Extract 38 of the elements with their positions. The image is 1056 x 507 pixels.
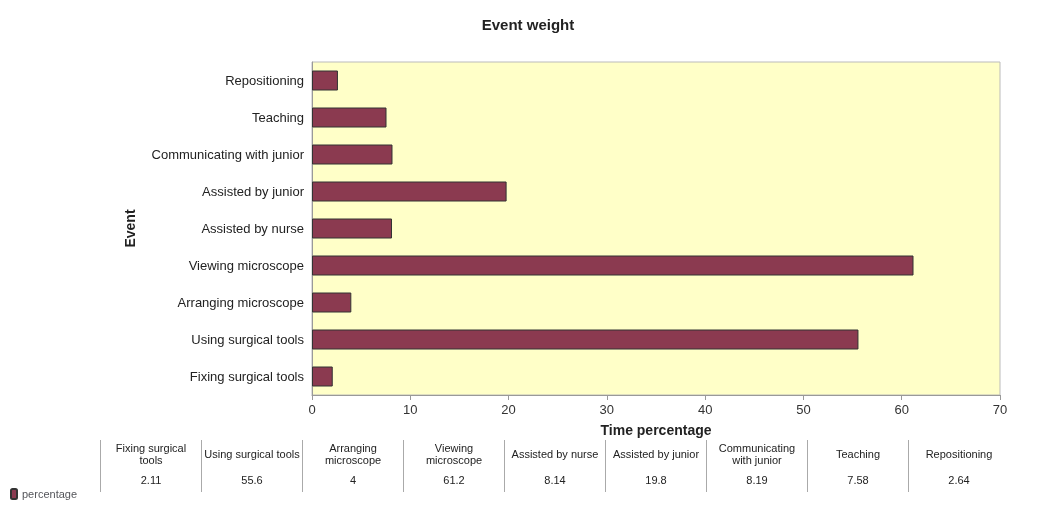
y-tick-label: Using surgical tools	[191, 332, 305, 347]
y-tick-label: Repositioning	[225, 73, 304, 88]
x-tick-label: 20	[501, 402, 516, 417]
text: 7.58	[807, 468, 909, 492]
legend-label: percentage	[22, 488, 78, 500]
category-label: Communicating with junior	[718, 442, 796, 466]
text: 8.19	[706, 468, 808, 492]
x-tick-label: 60	[894, 402, 909, 417]
x-axis-title: Time percentage	[600, 422, 712, 438]
text: 2.64	[908, 468, 1009, 492]
category-label: Assisted by junior	[612, 448, 700, 460]
text: 4	[302, 468, 404, 492]
category-label: Viewing microscope	[425, 442, 483, 466]
x-tick-label: 40	[697, 402, 713, 417]
category-label: Fixing surgical tools	[115, 442, 187, 466]
text: 19.8	[605, 468, 707, 492]
y-tick-label: Assisted by nurse	[201, 221, 304, 236]
y-tick-label: Viewing microscope	[188, 258, 304, 273]
y-tick-label: Fixing surgical tools	[189, 369, 305, 384]
text: 55.6	[201, 468, 303, 492]
text: 61.2	[403, 468, 505, 492]
category-label: Arranging microscope	[324, 442, 382, 466]
y-tick-label: Teaching	[251, 110, 304, 125]
category-label: Teaching	[835, 448, 881, 460]
category-label: Assisted by nurse	[511, 448, 599, 460]
x-tick-label: 0	[308, 402, 316, 417]
x-tick-label: 50	[796, 402, 811, 417]
x-tick-label: 70	[992, 402, 1008, 417]
text: 2.11	[100, 468, 202, 492]
y-axis-title: Event	[122, 209, 138, 248]
x-tick-label: 10	[403, 402, 418, 417]
category-label: Repositioning	[925, 448, 993, 460]
y-tick-label: Communicating with junior	[151, 147, 305, 162]
y-tick-label: Assisted by junior	[202, 184, 305, 199]
text: 8.14	[504, 468, 606, 492]
y-tick-label: Arranging microscope	[177, 295, 304, 310]
x-tick-label: 30	[599, 402, 615, 417]
chart-title: Event weight	[481, 16, 575, 33]
